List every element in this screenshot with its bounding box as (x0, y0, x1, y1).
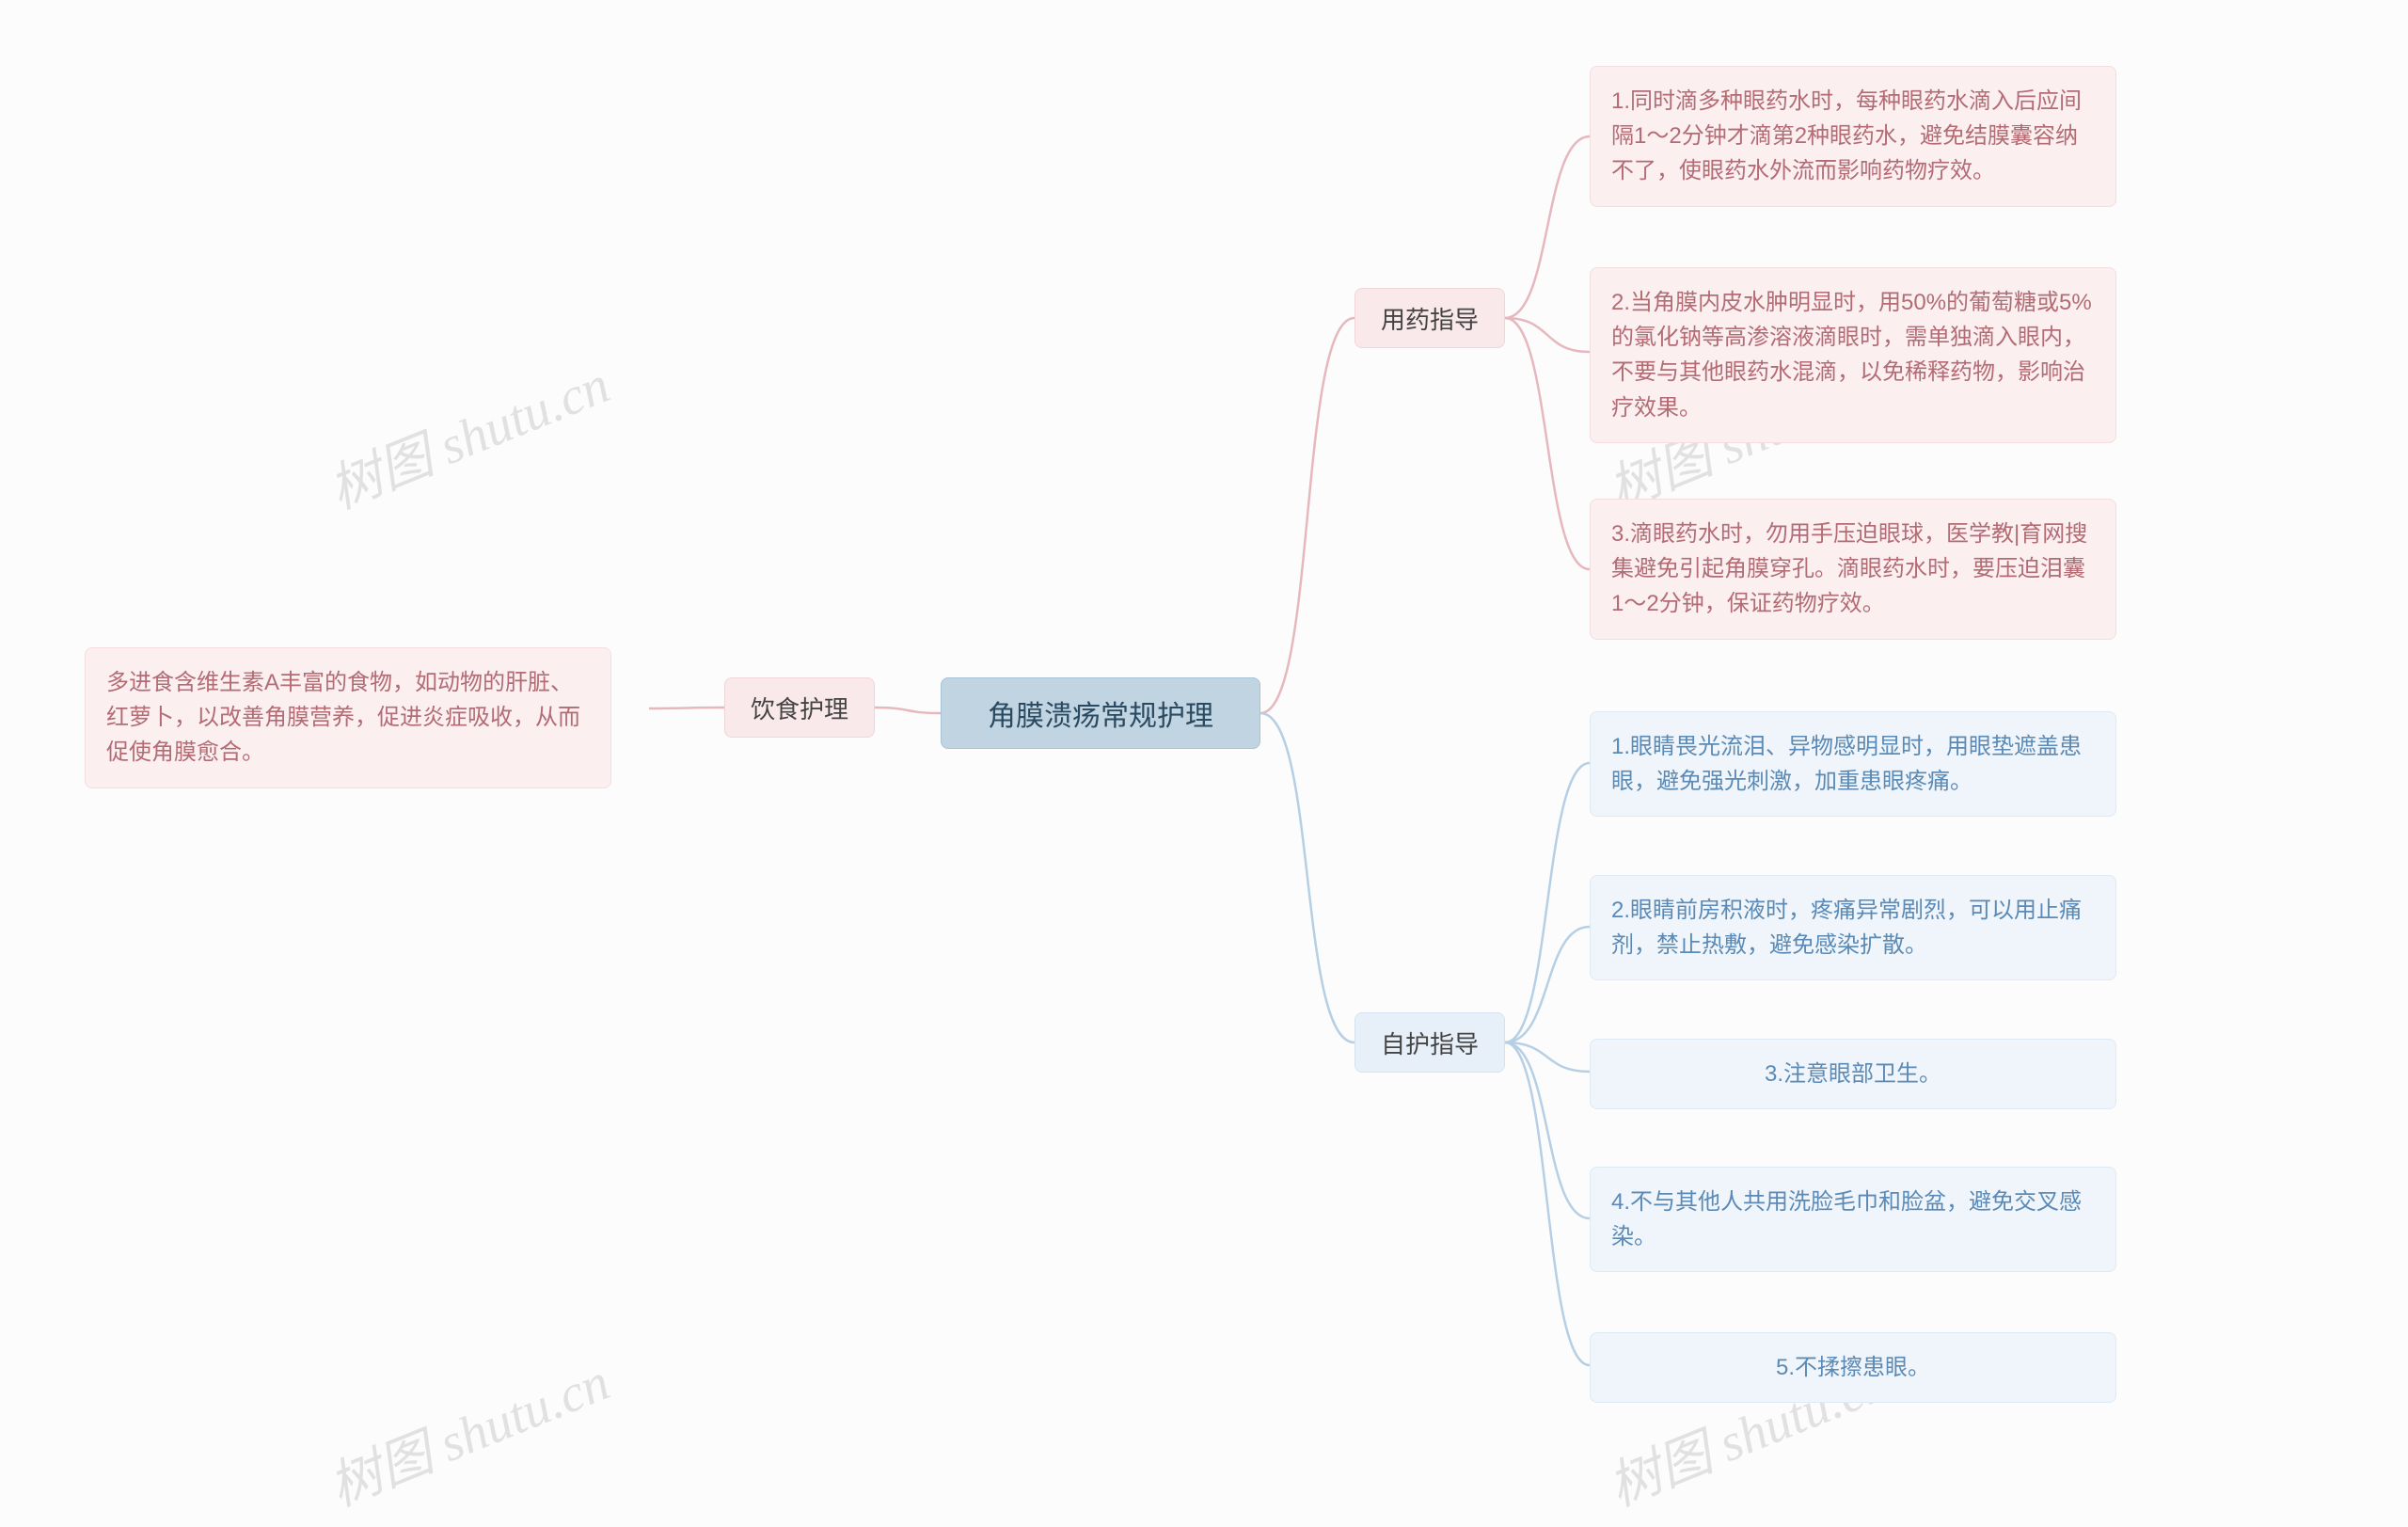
leaf-self-1-text: 1.眼睛畏光流泪、异物感明显时，用眼垫遮盖患眼，避免强光刺激，加重患眼疼痛。 (1611, 729, 2095, 799)
leaf-med-3-text: 3.滴眼药水时，勿用手压迫眼球，医学教|育网搜集避免引起角膜穿孔。滴眼药水时，要… (1611, 517, 2095, 622)
leaf-self-4[interactable]: 4.不与其他人共用洗脸毛巾和脸盆，避免交叉感染。 (1590, 1167, 2116, 1272)
branch-diet[interactable]: 饮食护理 (724, 677, 875, 738)
leaf-self-4-text: 4.不与其他人共用洗脸毛巾和脸盆，避免交叉感染。 (1611, 1185, 2095, 1254)
leaf-self-2[interactable]: 2.眼睛前房积液时，疼痛异常剧烈，可以用止痛剂，禁止热敷，避免感染扩散。 (1590, 875, 2116, 980)
root-label: 角膜溃疡常规护理 (988, 692, 1213, 734)
connector-path (875, 708, 941, 713)
leaf-med-1-text: 1.同时滴多种眼药水时，每种眼药水滴入后应间隔1～2分钟才滴第2种眼药水，避免结… (1611, 84, 2095, 189)
leaf-med-2-text: 2.当角膜内皮水肿明显时，用50%的葡萄糖或5%的氯化钠等高渗溶液滴眼时，需单独… (1611, 285, 2095, 425)
leaf-self-5[interactable]: 5.不揉擦患眼。 (1590, 1332, 2116, 1403)
leaf-self-3-text: 3.注意眼部卫生。 (1765, 1057, 1941, 1091)
leaf-med-3[interactable]: 3.滴眼药水时，勿用手压迫眼球，医学教|育网搜集避免引起角膜穿孔。滴眼药水时，要… (1590, 499, 2116, 640)
branch-diet-label: 饮食护理 (751, 691, 848, 725)
branch-medication-label: 用药指导 (1381, 301, 1479, 336)
connector-path (1505, 763, 1590, 1042)
branch-selfcare-label: 自护指导 (1381, 1026, 1479, 1060)
leaf-med-2[interactable]: 2.当角膜内皮水肿明显时，用50%的葡萄糖或5%的氯化钠等高渗溶液滴眼时，需单独… (1590, 267, 2116, 443)
connector-path (1505, 1042, 1590, 1365)
leaf-self-5-text: 5.不揉擦患眼。 (1776, 1350, 1930, 1385)
leaf-self-1[interactable]: 1.眼睛畏光流泪、异物感明显时，用眼垫遮盖患眼，避免强光刺激，加重患眼疼痛。 (1590, 711, 2116, 817)
root-node[interactable]: 角膜溃疡常规护理 (941, 677, 1260, 749)
watermark: 树图 shutu.cn (316, 342, 619, 524)
watermark: 树图 shutu.cn (316, 1340, 619, 1521)
leaf-med-1[interactable]: 1.同时滴多种眼药水时，每种眼药水滴入后应间隔1～2分钟才滴第2种眼药水，避免结… (1590, 66, 2116, 207)
leaf-self-3[interactable]: 3.注意眼部卫生。 (1590, 1039, 2116, 1109)
leaf-diet-detail[interactable]: 多进食含维生素A丰富的食物，如动物的肝脏、红萝卜，以改善角膜营养，促进炎症吸收，… (85, 647, 611, 788)
connector-path (1505, 318, 1590, 569)
connector-path (1260, 318, 1354, 713)
branch-selfcare[interactable]: 自护指导 (1354, 1012, 1505, 1073)
leaf-self-2-text: 2.眼睛前房积液时，疼痛异常剧烈，可以用止痛剂，禁止热敷，避免感染扩散。 (1611, 893, 2095, 962)
connector-path (1505, 1042, 1590, 1218)
connector-path (1505, 136, 1590, 318)
connector-path (1505, 1042, 1590, 1072)
leaf-diet-text: 多进食含维生素A丰富的食物，如动物的肝脏、红萝卜，以改善角膜营养，促进炎症吸收，… (106, 665, 590, 771)
connector-path (1505, 318, 1590, 352)
connector-path (1505, 927, 1590, 1042)
connector-path (1260, 713, 1354, 1042)
branch-medication[interactable]: 用药指导 (1354, 288, 1505, 348)
